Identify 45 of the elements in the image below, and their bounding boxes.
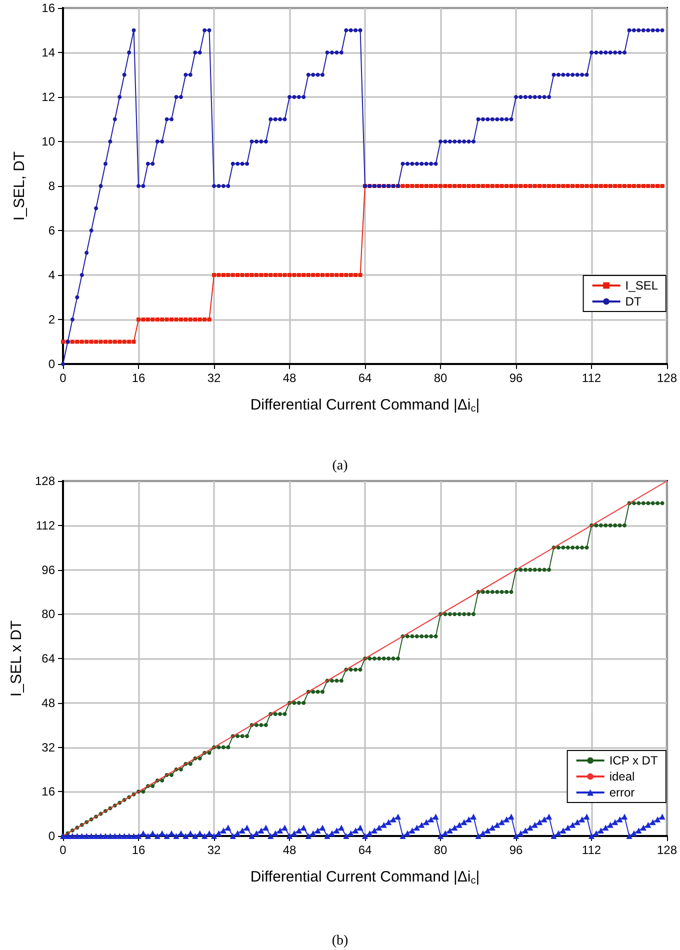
x-tick-label: 128 (656, 843, 678, 857)
x-tick-label: 64 (358, 371, 372, 385)
y-tick-label: 16 (42, 1, 56, 15)
legend-label: ideal (609, 770, 635, 784)
x-tick-label: 32 (207, 843, 221, 857)
y-tick-label: 0 (48, 829, 56, 843)
y-tick-label: 128 (34, 474, 56, 488)
x-tick-label: 80 (434, 843, 448, 857)
text: (a) (332, 458, 348, 474)
x-tick-label: 32 (207, 371, 221, 385)
y-tick-label: 64 (42, 652, 56, 666)
x-tick-label: 112 (582, 843, 602, 857)
x-tick-label: 112 (582, 371, 602, 385)
legend-label: ICP x DT (609, 754, 658, 768)
text: (b) (332, 934, 348, 948)
x-tick-label: 96 (509, 843, 523, 857)
y-tick-label: 80 (42, 607, 56, 622)
y-axis-title: I_SEL x DT (8, 620, 26, 697)
legend-label: error (609, 786, 635, 800)
y-axis-title: I_SEL, DT (11, 151, 28, 221)
x-tick-label: 48 (282, 843, 296, 857)
y-tick-label: 16 (42, 784, 56, 799)
y-tick-label: 48 (42, 696, 56, 710)
legend-label: DT (625, 294, 642, 308)
y-tick-label: 4 (48, 268, 56, 282)
x-tick-label: 16 (132, 371, 146, 385)
y-tick-label: 96 (42, 562, 56, 577)
y-tick-label: 12 (42, 90, 56, 104)
x-tick-label: 128 (656, 371, 678, 385)
x-tick-label: 96 (509, 371, 523, 385)
y-tick-label: 14 (42, 46, 56, 60)
y-tick-label: 2 (48, 312, 56, 326)
x-tick-label: 16 (132, 843, 146, 857)
y-tick-label: 32 (42, 740, 56, 754)
y-tick-label: 8 (48, 179, 56, 193)
y-tick-label: 10 (42, 134, 56, 148)
legend-label: I_SEL (625, 278, 658, 292)
x-tick-label: 48 (282, 371, 296, 385)
x-tick-label: 0 (60, 371, 67, 385)
y-tick-label: 112 (36, 518, 56, 532)
y-tick-label: 6 (48, 224, 56, 238)
x-tick-label: 0 (60, 843, 67, 857)
x-tick-label: 64 (358, 843, 372, 857)
x-tick-label: 80 (434, 371, 448, 385)
y-tick-label: 0 (48, 357, 56, 371)
